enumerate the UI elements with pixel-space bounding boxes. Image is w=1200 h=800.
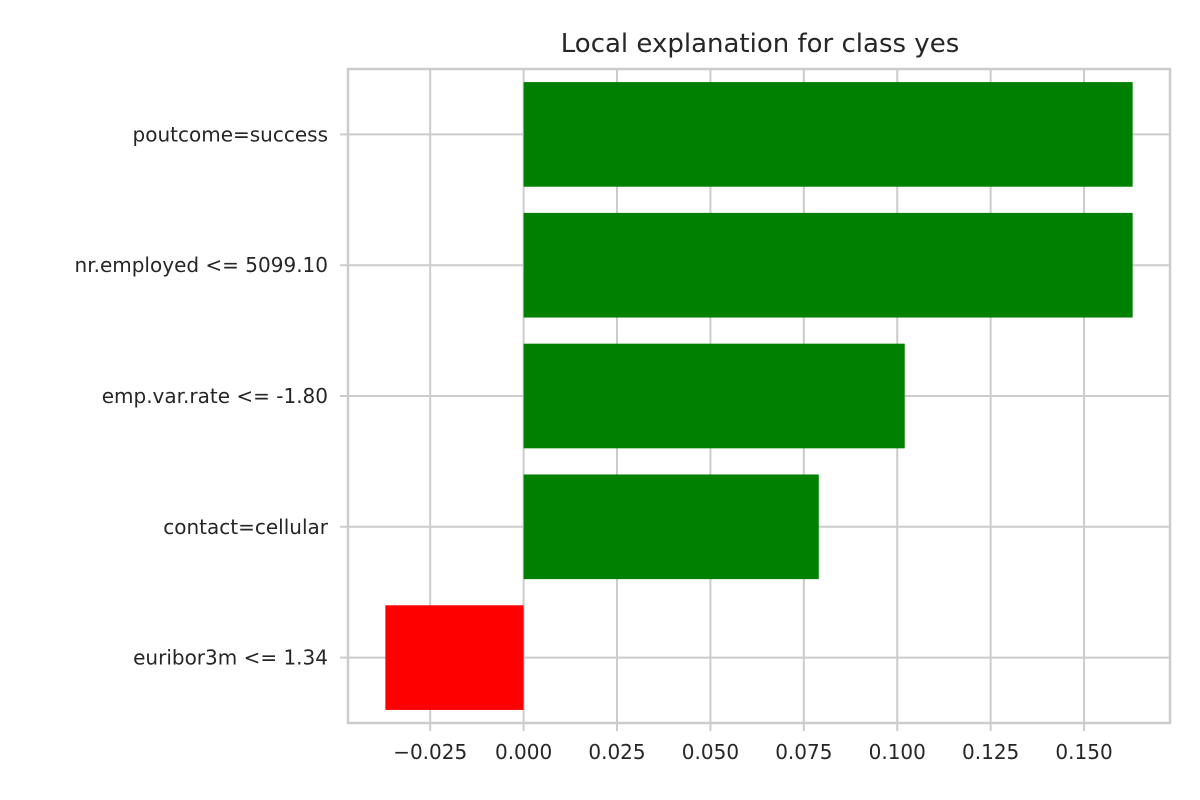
x-tick-label: 0.000 xyxy=(495,740,552,764)
x-tick-label: 0.050 xyxy=(682,740,739,764)
x-tick-label: 0.125 xyxy=(962,740,1019,764)
bar-euribor3m-1-34 xyxy=(385,605,524,710)
x-tick-label: 0.100 xyxy=(869,740,926,764)
y-tick-label: contact=cellular xyxy=(163,515,329,539)
chart-title: Local explanation for class yes xyxy=(561,29,959,59)
x-tick-label: 0.075 xyxy=(775,740,832,764)
y-tick-label: poutcome=success xyxy=(133,122,328,146)
x-tick-label: 0.025 xyxy=(588,740,645,764)
ticks xyxy=(340,133,1086,731)
y-tick-label: emp.var.rate <= -1.80 xyxy=(102,384,328,408)
x-tick-label: −0.025 xyxy=(393,740,467,764)
bar-contact-cellular xyxy=(523,474,819,580)
bars xyxy=(385,82,1133,710)
bar-poutcome-success xyxy=(523,82,1133,187)
x-tick-label: 0.150 xyxy=(1055,740,1112,764)
bar-emp-var-rate-1-80 xyxy=(523,343,905,449)
bar-nr-employed-5099-10 xyxy=(523,212,1133,318)
y-tick-label: nr.employed <= 5099.10 xyxy=(75,253,328,277)
y-tick-label: euribor3m <= 1.34 xyxy=(133,646,328,670)
tick-labels: −0.025 0.000 0.025 0.050 0.075 0.100 0.125 0.15… xyxy=(75,122,1113,764)
